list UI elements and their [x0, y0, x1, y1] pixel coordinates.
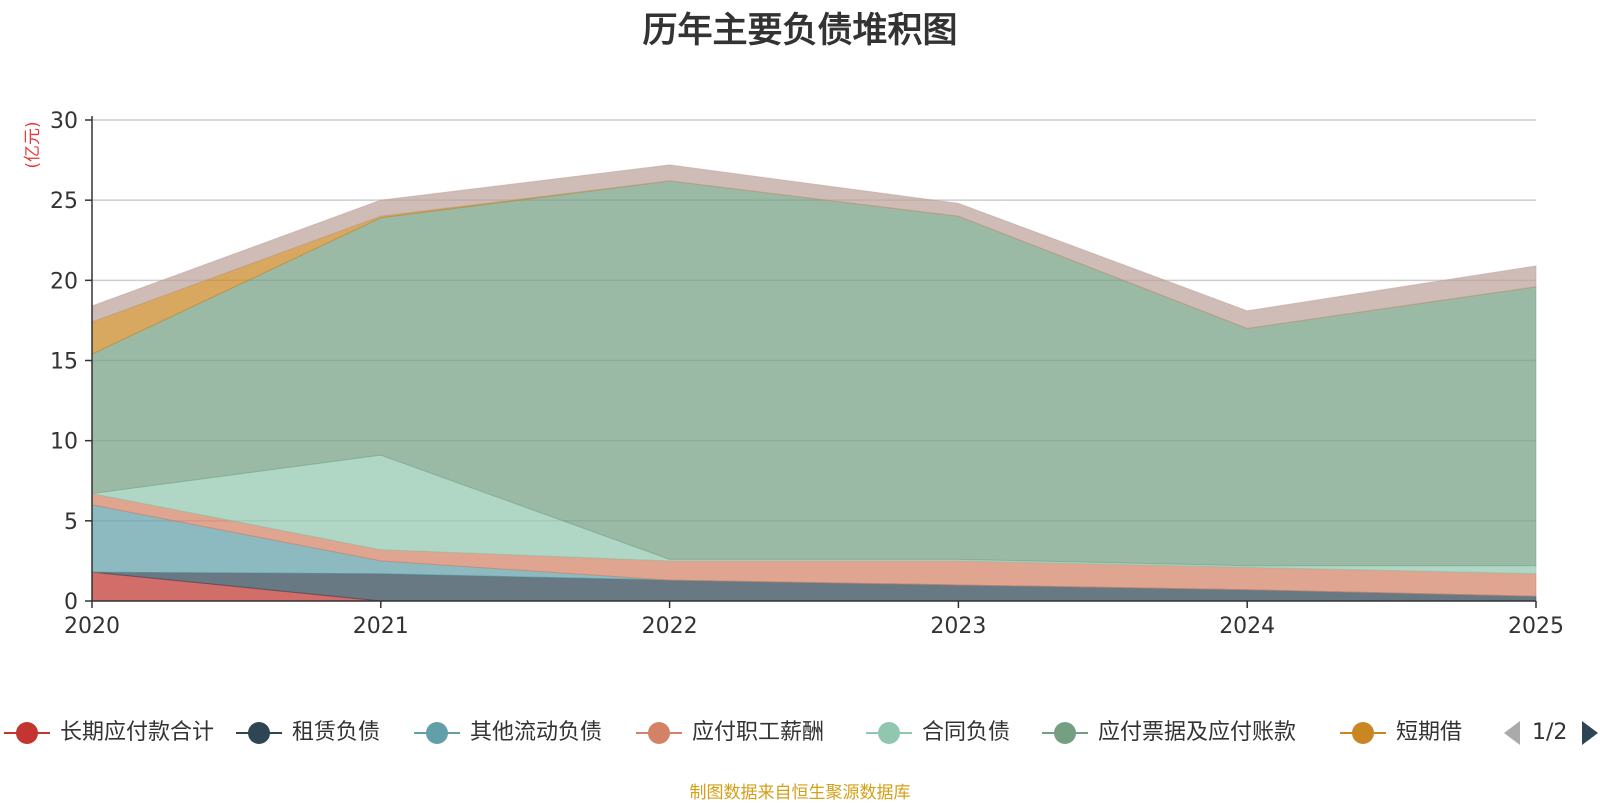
legend-marker-icon	[866, 722, 912, 744]
y-tick-label: 30	[50, 109, 78, 134]
y-tick-label: 20	[50, 269, 78, 294]
source-note: 制图数据来自恒生聚源数据库	[689, 783, 911, 803]
legend-label: 其他流动负债	[470, 720, 603, 745]
y-tick-label: 15	[50, 350, 78, 375]
x-tick-label: 2020	[64, 614, 120, 639]
legend-label: 应付职工薪酬	[692, 720, 825, 745]
y-tick-label: 5	[64, 510, 78, 535]
y-tick-label: 25	[50, 189, 78, 214]
x-tick-label: 2024	[1219, 614, 1275, 639]
y-tick-label: 10	[50, 430, 78, 455]
legend-label: 合同负债	[922, 720, 1011, 745]
legend-item[interactable]: 租赁负债	[234, 718, 412, 748]
x-tick-label: 2023	[930, 614, 986, 639]
legend-item[interactable]: 短期借	[1338, 718, 1478, 748]
legend-marker-icon	[414, 722, 460, 744]
legend-marker-icon	[1340, 722, 1386, 744]
legend-item[interactable]: 应付票据及应付账款	[1040, 718, 1338, 748]
legend-item[interactable]: 长期应付款合计	[2, 718, 234, 748]
area-series-7[interactable]	[91, 164, 1537, 329]
chart-title: 历年主要负债堆积图	[642, 11, 958, 51]
legend-pager: 1/2	[1500, 718, 1600, 748]
legend-item[interactable]: 其他流动负债	[412, 718, 634, 748]
legend-label: 租赁负债	[292, 720, 381, 745]
legend-label: 短期借	[1396, 720, 1463, 745]
legend-page-indicator: 1/2	[1532, 720, 1568, 745]
next-page-icon[interactable]	[1580, 718, 1600, 748]
legend-item[interactable]: 合同负债	[864, 718, 1040, 748]
legend-marker-icon	[236, 722, 282, 744]
x-tick-label: 2022	[642, 614, 698, 639]
x-tick-label: 2025	[1508, 614, 1564, 639]
y-axis-label: (亿元)	[23, 121, 43, 168]
legend-label: 应付票据及应付账款	[1098, 720, 1297, 745]
legend-item[interactable]: 应付职工薪酬	[634, 718, 864, 748]
legend-marker-icon	[4, 722, 50, 744]
legend-label: 长期应付款合计	[60, 720, 215, 745]
prev-page-icon[interactable]	[1502, 718, 1522, 748]
legend-marker-icon	[1042, 722, 1088, 744]
legend-marker-icon	[636, 722, 682, 744]
x-tick-label: 2021	[353, 614, 409, 639]
y-tick-label: 0	[64, 590, 78, 615]
